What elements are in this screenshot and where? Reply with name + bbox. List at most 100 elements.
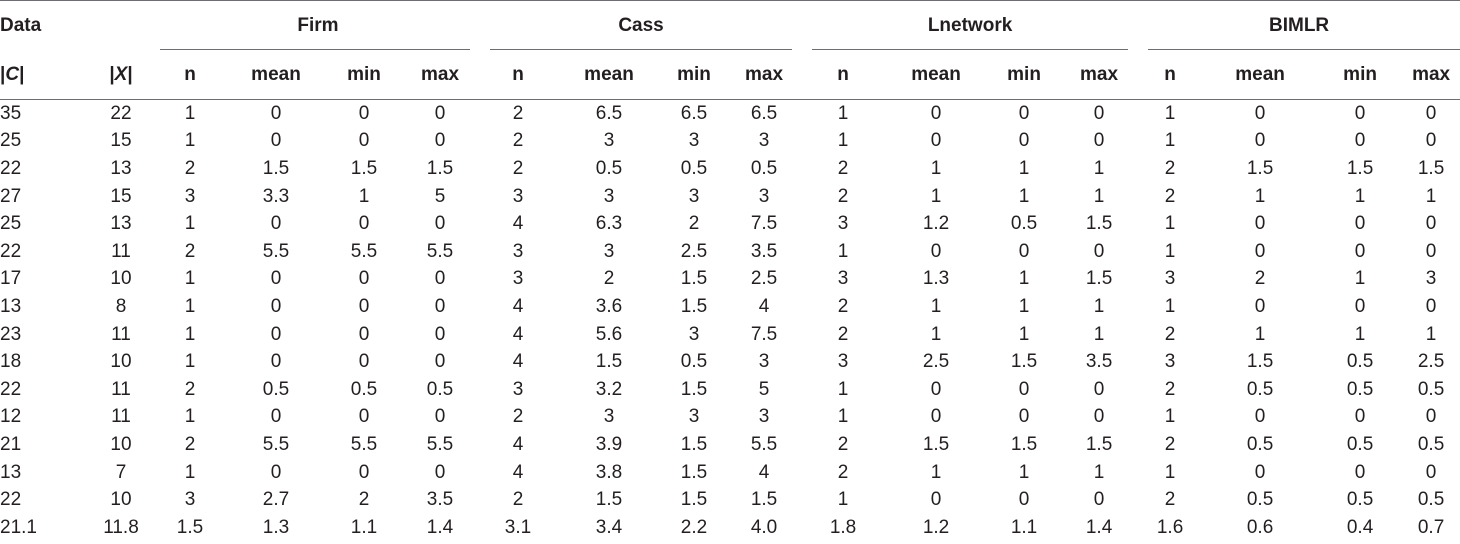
table-cell: 0: [930, 489, 942, 511]
table-cell: 0: [1354, 461, 1366, 483]
table-cell: 3: [837, 268, 849, 290]
table-cell: 3: [758, 351, 770, 373]
table-cell: 1.1: [350, 516, 378, 538]
table-cell: 5.5: [350, 240, 378, 262]
table-row: 13 7 1 0 0 0 4 3.8 1.5 4 2 1 1 1 1 0 0 0: [0, 459, 1460, 487]
table-cell: 7.5: [750, 323, 778, 345]
table-cell: 4: [512, 433, 524, 455]
table-cell: 0: [270, 461, 282, 483]
table-cell: 1: [1093, 157, 1105, 179]
table-cell: 23: [0, 323, 22, 345]
table-cell: 1: [1018, 295, 1030, 317]
table-cell: 0.5: [1246, 378, 1274, 400]
table-cell: 1: [1254, 323, 1266, 345]
table-cell: 2: [184, 433, 196, 455]
table-cell: 1: [184, 323, 196, 345]
table-cell: 3: [603, 406, 615, 428]
table-cell: 0.4: [1346, 516, 1374, 538]
table-body: 35 22 1 0 0 0 2 6.5 6.5 6.5 1 0 0 0 1 0 0 0 25 15 1 0 0 0 2 3 3 3 1 0…: [0, 100, 1460, 542]
table-cell: 5.5: [350, 433, 378, 455]
table-cell: 0: [434, 268, 446, 290]
table-cell: 1: [1018, 185, 1030, 207]
table-cell: 3: [512, 185, 524, 207]
table-cell: 1.5: [1246, 351, 1274, 373]
table-cell: 3.5: [426, 489, 454, 511]
table-cell: 1: [184, 268, 196, 290]
table-cell: 2: [1164, 323, 1176, 345]
table-cell: 0: [270, 102, 282, 124]
table-cell: 0: [1018, 102, 1030, 124]
table-cell: 1.2: [922, 516, 950, 538]
table-cell: 3: [688, 185, 700, 207]
table-cell: 4: [512, 213, 524, 235]
table-cell: 0: [1254, 240, 1266, 262]
table-cell: 1.5: [1010, 351, 1038, 373]
col-header-lnetwork-n: n: [802, 50, 885, 100]
table-cell: 0: [358, 268, 370, 290]
table-cell: 1: [1354, 268, 1366, 290]
table-cell: 0: [1254, 406, 1266, 428]
table-cell: 0: [434, 461, 446, 483]
table-cell: 10: [110, 351, 132, 373]
table-cell: 15: [110, 185, 132, 207]
table-cell: 2: [1164, 185, 1176, 207]
col-header-lnetwork-min: min: [988, 50, 1061, 100]
table-cell: 0: [434, 213, 446, 235]
table-cell: 3: [603, 185, 615, 207]
table-cell: 3: [688, 406, 700, 428]
col-header-cass-min: min: [662, 50, 726, 100]
table-cell: 7.5: [750, 213, 778, 235]
col-header-firm-n: n: [156, 50, 224, 100]
table-cell: 5: [758, 378, 770, 400]
table-cell: 0: [270, 213, 282, 235]
table-cell: 1.5: [680, 268, 708, 290]
table-cell: 3: [603, 130, 615, 152]
table-cell: 3: [758, 130, 770, 152]
table-cell: 0.5: [680, 157, 708, 179]
table-cell: 1.4: [1085, 516, 1113, 538]
table-cell: 22: [110, 102, 132, 124]
table-cell: 0: [1254, 461, 1266, 483]
table-cell: 0: [930, 378, 942, 400]
table-cell: 5.6: [595, 323, 623, 345]
table-cell: 17: [0, 268, 22, 290]
table-cell: 1.5: [1085, 213, 1113, 235]
table-row: 22 13 2 1.5 1.5 1.5 2 0.5 0.5 0.5 2 1 1 1 2 1.5 1.5 1.5: [0, 155, 1460, 183]
table-cell: 1.5: [680, 378, 708, 400]
table-cell: 1: [837, 489, 849, 511]
table-cell: 1: [1164, 295, 1176, 317]
table-cell: 2: [1164, 378, 1176, 400]
table-cell: 0: [1018, 489, 1030, 511]
table-cell: 0: [1354, 295, 1366, 317]
table-cell: 13: [0, 295, 22, 317]
table-cell: 2: [1254, 268, 1266, 290]
table-cell: 10: [110, 489, 132, 511]
table-cell: 1.1: [1010, 516, 1038, 538]
group-header-cass: Cass: [480, 0, 803, 50]
table-cell: 1: [837, 378, 849, 400]
table-cell: 22: [0, 157, 22, 179]
table-cell: 1: [184, 213, 196, 235]
table-cell: 3.4: [595, 516, 623, 538]
data-header: Data: [0, 0, 156, 50]
table-cell: 1: [184, 295, 196, 317]
table-cell: 1: [184, 406, 196, 428]
table-cell: 35: [0, 102, 22, 124]
table-row: 25 15 1 0 0 0 2 3 3 3 1 0 0 0 1 0 0 0: [0, 128, 1460, 156]
table-cell: 13: [110, 157, 132, 179]
table-cell: 1.5: [680, 461, 708, 483]
table-cell: 25: [0, 213, 22, 235]
table-cell: 1: [1093, 295, 1105, 317]
table-cell: 3.6: [595, 295, 623, 317]
table-cell: 0: [434, 295, 446, 317]
table-cell: 0: [434, 102, 446, 124]
table-cell: 1.5: [680, 295, 708, 317]
table-cell: 13: [110, 213, 132, 235]
table-cell: 1.5: [1346, 157, 1374, 179]
table-cell: 12: [0, 406, 22, 428]
col-header-cass-max: max: [726, 50, 803, 100]
table-cell: 0.5: [680, 351, 708, 373]
table-cell: 3: [603, 240, 615, 262]
table-cell: 0: [358, 323, 370, 345]
table-cell: 27: [0, 185, 22, 207]
